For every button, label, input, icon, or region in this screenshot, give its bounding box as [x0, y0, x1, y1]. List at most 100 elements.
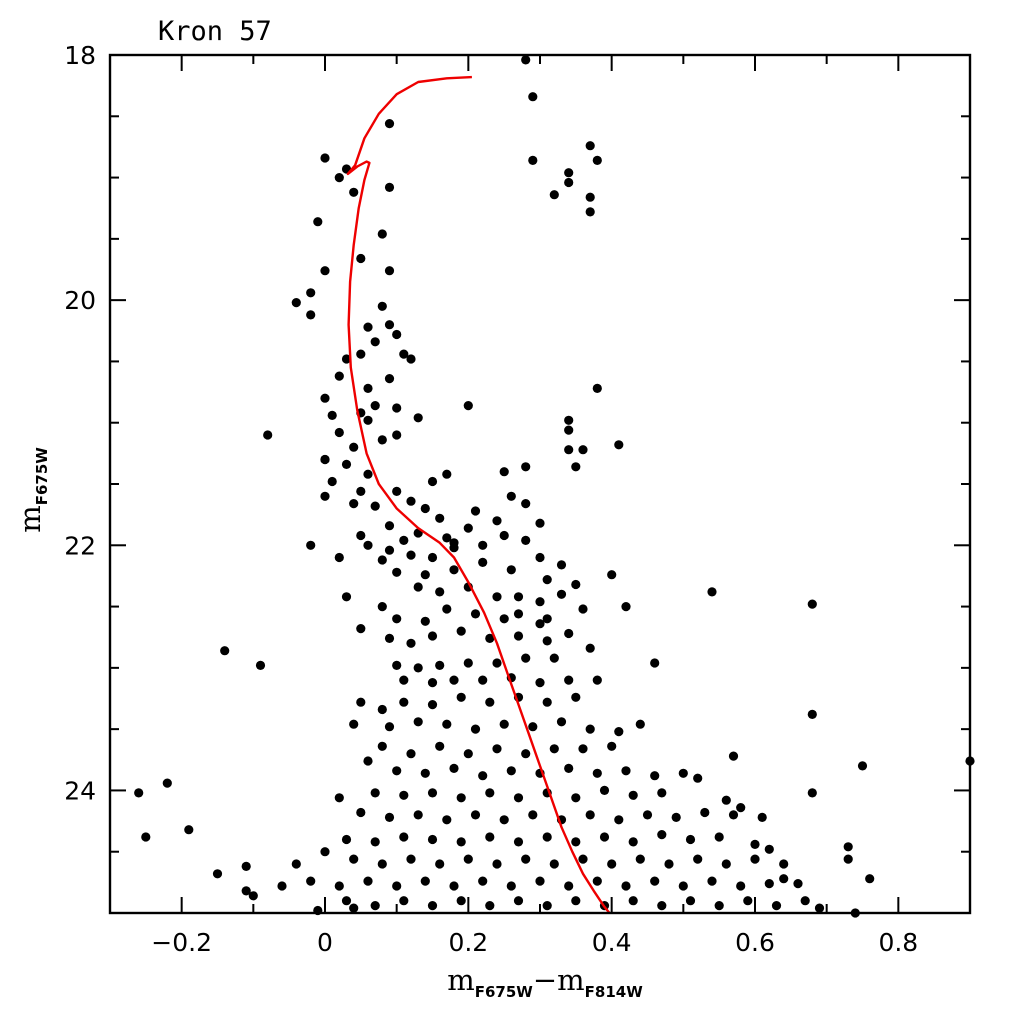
data-point [470, 724, 481, 734]
data-point [442, 604, 452, 614]
data-point [528, 92, 538, 102]
data-point [571, 896, 581, 906]
data-point [463, 401, 473, 411]
data-point [614, 815, 624, 825]
data-point [549, 653, 559, 663]
x-tick-label: 0.4 [592, 928, 632, 957]
data-point [592, 155, 602, 165]
data-point [220, 646, 230, 656]
data-point [549, 190, 559, 200]
data-point [535, 597, 545, 607]
data-point [728, 810, 739, 820]
data-point [571, 837, 581, 847]
data-point [736, 881, 746, 891]
data-point [564, 177, 574, 188]
data-point [341, 834, 352, 845]
data-point [320, 153, 330, 163]
data-point [363, 322, 373, 332]
data-point [592, 383, 602, 393]
data-point [392, 614, 402, 624]
data-point [607, 741, 617, 751]
data-point [528, 722, 538, 732]
data-point [449, 565, 459, 575]
data-point [542, 575, 552, 585]
data-point [693, 854, 703, 864]
data-point [377, 741, 387, 751]
scatter-points [134, 55, 975, 918]
data-point [427, 552, 438, 563]
data-point [241, 886, 251, 896]
data-point [449, 538, 459, 548]
data-point [714, 832, 724, 842]
y-axis-label: mF675W [13, 447, 51, 533]
data-point [384, 320, 395, 330]
data-point [685, 834, 696, 845]
data-point [664, 859, 674, 869]
data-point [814, 903, 825, 913]
data-point [406, 354, 416, 364]
data-point [356, 486, 366, 496]
data-point [334, 793, 344, 803]
data-point [499, 719, 509, 729]
x-tick-label: 0.8 [878, 928, 918, 957]
data-point [492, 658, 502, 668]
data-point [707, 587, 717, 597]
data-point [650, 876, 660, 886]
data-point [521, 854, 531, 864]
data-point [399, 790, 409, 800]
data-point [413, 582, 423, 592]
data-point [356, 530, 366, 541]
data-point [456, 793, 466, 803]
data-point [392, 766, 402, 776]
x-tick-label: 0 [317, 928, 333, 957]
data-point [506, 565, 516, 575]
data-point [184, 825, 194, 835]
data-point [750, 839, 760, 850]
data-point [764, 879, 774, 889]
data-point [564, 628, 574, 639]
data-point [736, 803, 746, 813]
data-point [492, 592, 502, 602]
data-point [599, 832, 610, 842]
data-point [578, 445, 588, 455]
data-point [635, 854, 645, 864]
data-point [413, 663, 423, 673]
data-point [843, 854, 853, 864]
data-point [435, 513, 445, 523]
data-point [356, 253, 366, 264]
data-point [485, 788, 495, 798]
data-point [499, 614, 509, 624]
data-point [370, 401, 380, 411]
data-point [435, 741, 445, 751]
data-point [363, 415, 373, 425]
data-point [384, 266, 395, 276]
data-point [521, 462, 531, 472]
data-point [542, 901, 552, 911]
data-point [585, 810, 595, 820]
data-point [377, 602, 387, 612]
data-point [513, 609, 524, 619]
data-point [685, 896, 696, 906]
data-point [521, 535, 531, 546]
data-point [320, 454, 330, 465]
data-point [535, 678, 545, 688]
data-point [771, 901, 782, 911]
data-point [456, 896, 466, 906]
data-point [585, 192, 595, 202]
data-point [399, 697, 409, 707]
data-point [384, 545, 395, 555]
data-point [420, 570, 430, 580]
data-point [427, 788, 438, 798]
isochrone-curve [346, 75, 611, 914]
data-point [413, 717, 423, 727]
data-point [377, 859, 387, 869]
data-point [277, 881, 287, 891]
data-point [564, 763, 574, 774]
data-point [427, 476, 438, 487]
isochrone-layer [346, 75, 611, 914]
data-point [585, 141, 595, 151]
data-point [564, 675, 574, 685]
data-point [865, 874, 875, 884]
data-point [578, 744, 588, 754]
data-point [564, 415, 574, 425]
